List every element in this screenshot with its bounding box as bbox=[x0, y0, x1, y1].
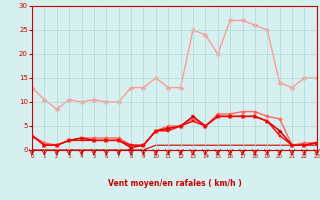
X-axis label: Vent moyen/en rafales ( km/h ): Vent moyen/en rafales ( km/h ) bbox=[108, 179, 241, 188]
